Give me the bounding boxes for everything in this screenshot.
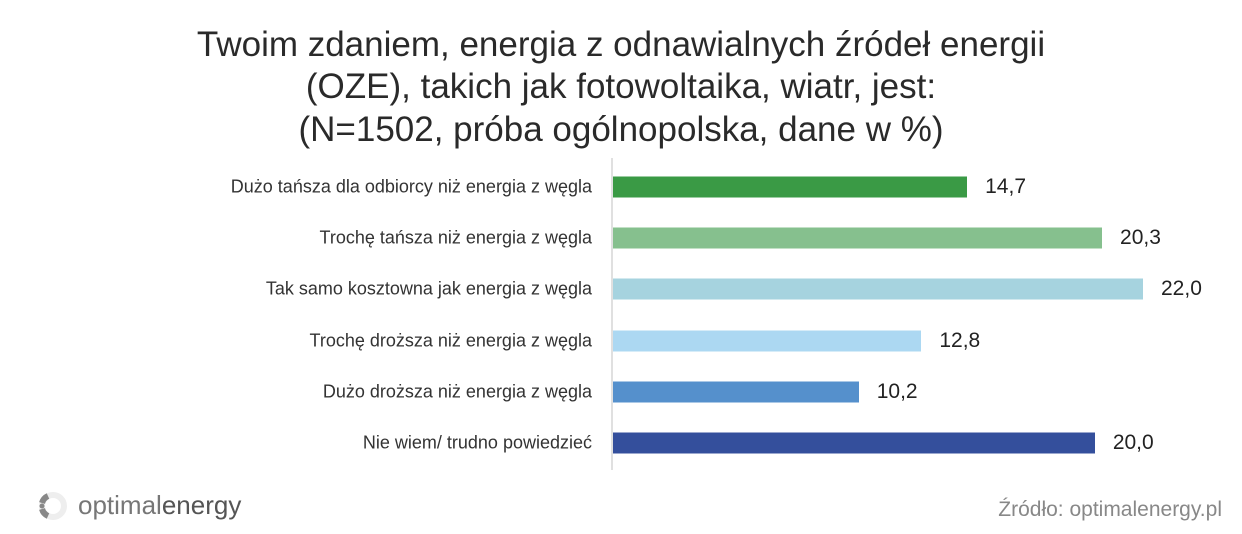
category-label: Dużo droższa niż energia z węgla: [322, 381, 592, 402]
bar: [613, 432, 1095, 454]
category-label: Dużo tańsza dla odbiorcy niż energia z w…: [230, 176, 592, 197]
bar: [613, 176, 968, 198]
value-label: 10,2: [876, 379, 918, 403]
bar: [613, 227, 1103, 249]
category-label: Trochę droższa niż energia z węgla: [309, 330, 592, 351]
chart-title-line-3: (N=1502, próba ogólnopolska, dane w %): [298, 110, 944, 149]
logo-icon: [39, 491, 67, 520]
category-label: Trochę tańsza niż energia z węgla: [319, 227, 592, 248]
optimalenergy-logo: optimal energy: [38, 490, 241, 521]
chart-title-line-1: Twoim zdaniem, energia z odnawialnych źr…: [196, 25, 1046, 64]
bar: [613, 330, 922, 352]
chart-title-line-2: (OZE), takich jak fotowoltaika, wiatr, j…: [305, 67, 937, 106]
bar: [613, 278, 1143, 300]
bar: [613, 381, 859, 403]
value-label: 20,0: [1112, 431, 1154, 454]
category-label: Nie wiem/ trudno powiedzieć: [362, 432, 592, 453]
y-axis-line: [611, 158, 613, 470]
source-label: Źródło: optimalenergy.pl: [998, 498, 1222, 521]
category-label: Tak samo kosztowna jak energia z węgla: [265, 278, 592, 299]
value-label: 12,8: [939, 328, 981, 352]
logo-text-light: optimal: [78, 490, 162, 520]
value-label: 22,0: [1161, 277, 1202, 301]
value-label: 20,3: [1120, 226, 1161, 250]
logo-text-bold: energy: [161, 490, 242, 520]
value-label: 14,7: [985, 175, 1026, 198]
